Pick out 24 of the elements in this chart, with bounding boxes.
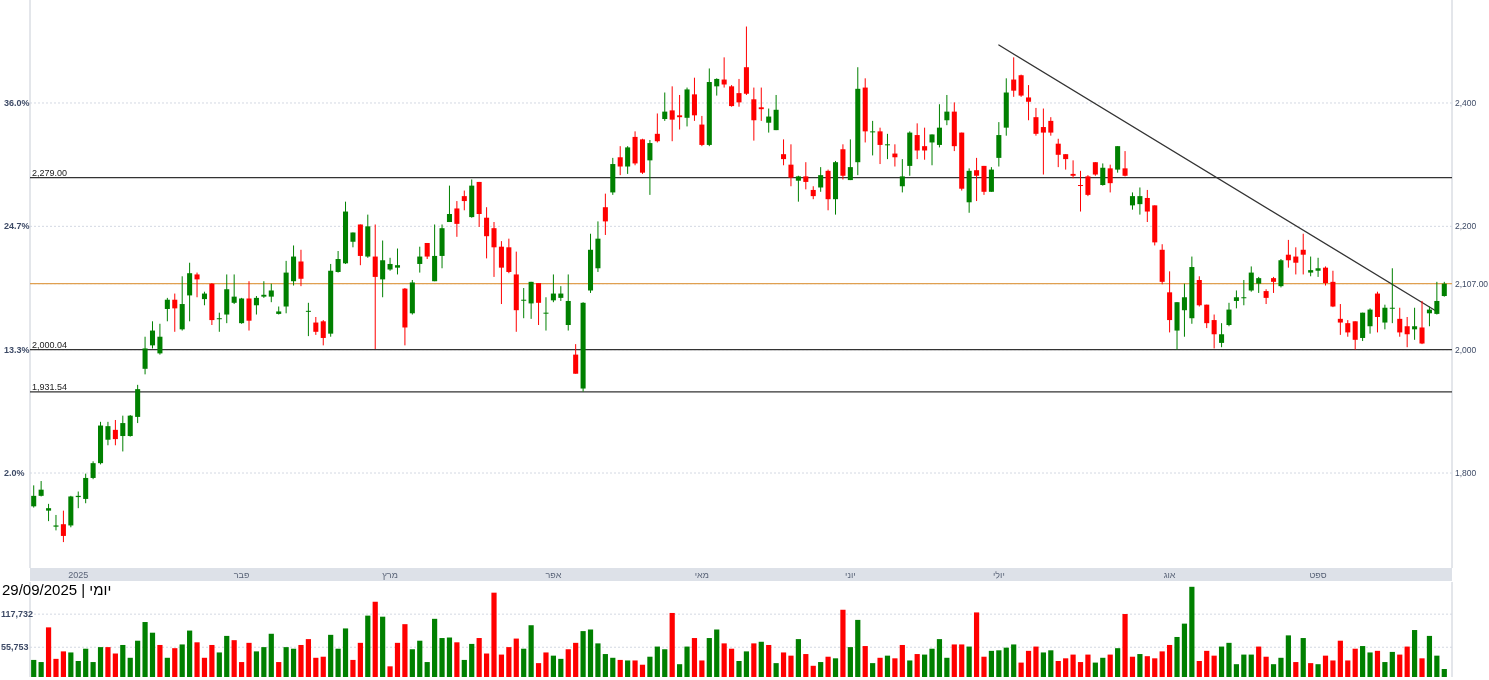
annotation: יומי | 29/09/2025 bbox=[2, 581, 112, 598]
ref-line-label: 1,931.54 bbox=[32, 381, 68, 392]
x-tick-label: יולי bbox=[992, 570, 1005, 580]
ref-line-label: 2,000.04 bbox=[32, 339, 68, 350]
y-tick-label: 2,400 bbox=[1455, 97, 1477, 108]
y2-tick-label: 2.0% bbox=[4, 468, 25, 479]
y-tick-label: 55,753 bbox=[1, 642, 29, 653]
x-tick-label: אפר bbox=[545, 570, 562, 580]
y2-tick-label: 24.7% bbox=[4, 221, 30, 232]
x-tick-label: 2025 bbox=[68, 570, 89, 580]
y2-tick-label: 13.3% bbox=[4, 345, 30, 356]
y-tick-label: 117,732 bbox=[1, 609, 34, 620]
y2-tick-label: 36.0% bbox=[4, 98, 30, 109]
ref-line-label: 2,279.00 bbox=[32, 167, 68, 178]
x-tick-label: אוג bbox=[1163, 570, 1176, 580]
y-tick-label: 2,000 bbox=[1455, 344, 1477, 355]
x-tick-label: ספט bbox=[1309, 570, 1327, 580]
y-tick-label: 1,800 bbox=[1455, 468, 1477, 479]
x-tick-label: מרץ bbox=[382, 570, 398, 580]
y-tick-label: 2,107.00 bbox=[1455, 278, 1489, 289]
x-tick-label: פבר bbox=[233, 570, 250, 580]
x-tick-label: מאי bbox=[694, 570, 709, 580]
x-tick-label: יוני bbox=[845, 570, 856, 580]
y-tick-label: 2,200 bbox=[1455, 221, 1477, 232]
